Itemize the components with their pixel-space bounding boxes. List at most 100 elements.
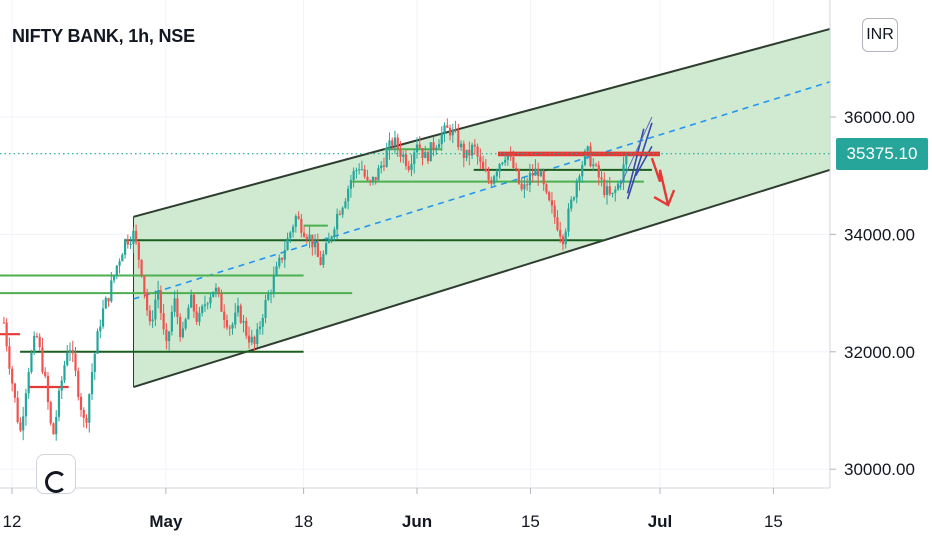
candle-body (517, 169, 520, 184)
candle-body (60, 380, 63, 391)
candle-body (234, 312, 237, 325)
chart-axes (0, 0, 831, 489)
candle-body (239, 305, 242, 323)
candle-body (570, 199, 573, 209)
candle-body (162, 313, 165, 330)
candle-body (380, 165, 383, 169)
candle-body (506, 155, 509, 160)
candle-body (8, 346, 11, 369)
candle-body (575, 181, 578, 198)
time-tick-label: Jun (402, 512, 432, 531)
candle-body (96, 331, 99, 354)
candle-body (498, 164, 501, 172)
candle-body (16, 397, 19, 423)
candle-body (366, 176, 369, 181)
candle-body (146, 292, 149, 311)
candle-body (371, 176, 375, 182)
candle-body (407, 165, 410, 170)
candle-body (63, 365, 66, 381)
price-tick-label: 30000.00 (844, 460, 915, 479)
candlestick-series (2, 118, 628, 441)
candle-body (154, 299, 157, 320)
candle-body (404, 154, 408, 166)
candle-body (228, 327, 231, 329)
candle-body (325, 243, 328, 255)
candle-body (27, 372, 30, 394)
candle-body (170, 311, 173, 332)
candle-body (509, 155, 512, 157)
candle-body (338, 213, 341, 215)
candle-body (327, 239, 330, 244)
candle-body (159, 290, 162, 314)
candle-body (41, 347, 44, 372)
candle-body (418, 144, 421, 149)
candle-body (473, 144, 476, 147)
candle-body (396, 137, 399, 150)
candle-body (515, 168, 518, 170)
candle-body (539, 171, 543, 177)
candle-body (57, 390, 61, 417)
candle-body (448, 127, 452, 136)
candle-body (289, 232, 292, 239)
candle-body (597, 165, 600, 178)
candle-body (476, 146, 479, 157)
channel-fill (133, 28, 831, 388)
candle-body (358, 169, 361, 171)
candle-body (286, 238, 289, 251)
candle-body (99, 326, 102, 332)
trend-drawings (498, 116, 676, 207)
time-tick-label: 12 (3, 512, 22, 531)
candle-body (173, 298, 176, 312)
candle-body (611, 192, 614, 195)
candle-body (11, 368, 14, 384)
candle-body (101, 308, 105, 327)
currency-button[interactable]: INR (862, 18, 898, 52)
reload-button[interactable] (36, 454, 76, 494)
candle-body (616, 183, 620, 190)
candle-body (550, 200, 554, 206)
candle-body (537, 168, 540, 177)
candle-body (465, 149, 468, 159)
candle-body (231, 324, 234, 329)
candle-body (66, 352, 69, 366)
candle-body (302, 232, 306, 237)
candle-body (157, 290, 160, 300)
candle-body (446, 125, 449, 128)
candle-body (504, 159, 507, 163)
candle-body (300, 218, 303, 233)
candle-body (88, 394, 91, 423)
candle-body (501, 162, 504, 165)
candle-body (176, 298, 179, 318)
candle-body (495, 171, 498, 177)
candle-body (179, 317, 182, 338)
candle-body (184, 319, 187, 329)
candle-body (126, 239, 129, 245)
projection-arrowhead (653, 189, 676, 207)
candle-body (278, 257, 281, 267)
candle-body (291, 226, 295, 233)
candle-body (581, 164, 584, 177)
candle-body (559, 229, 562, 237)
channel-upper-line (133, 27, 831, 218)
candle-body (35, 335, 39, 337)
candle-body (181, 328, 185, 338)
candle-body (426, 152, 430, 162)
candle-body (253, 336, 256, 344)
candle-body (429, 142, 432, 162)
candle-body (308, 234, 311, 240)
candle-body (322, 254, 325, 265)
candle-body (46, 375, 50, 403)
candle-body (118, 261, 121, 266)
candle-body (545, 184, 548, 193)
candle-body (481, 161, 485, 169)
candle-body (33, 335, 36, 353)
candle-body (556, 217, 559, 230)
candle-body (470, 144, 474, 156)
candle-body (374, 176, 377, 181)
candle-body (622, 164, 625, 183)
candle-body (451, 129, 454, 136)
candle-body (443, 125, 446, 134)
candle-body (123, 239, 127, 255)
candle-body (316, 242, 319, 258)
